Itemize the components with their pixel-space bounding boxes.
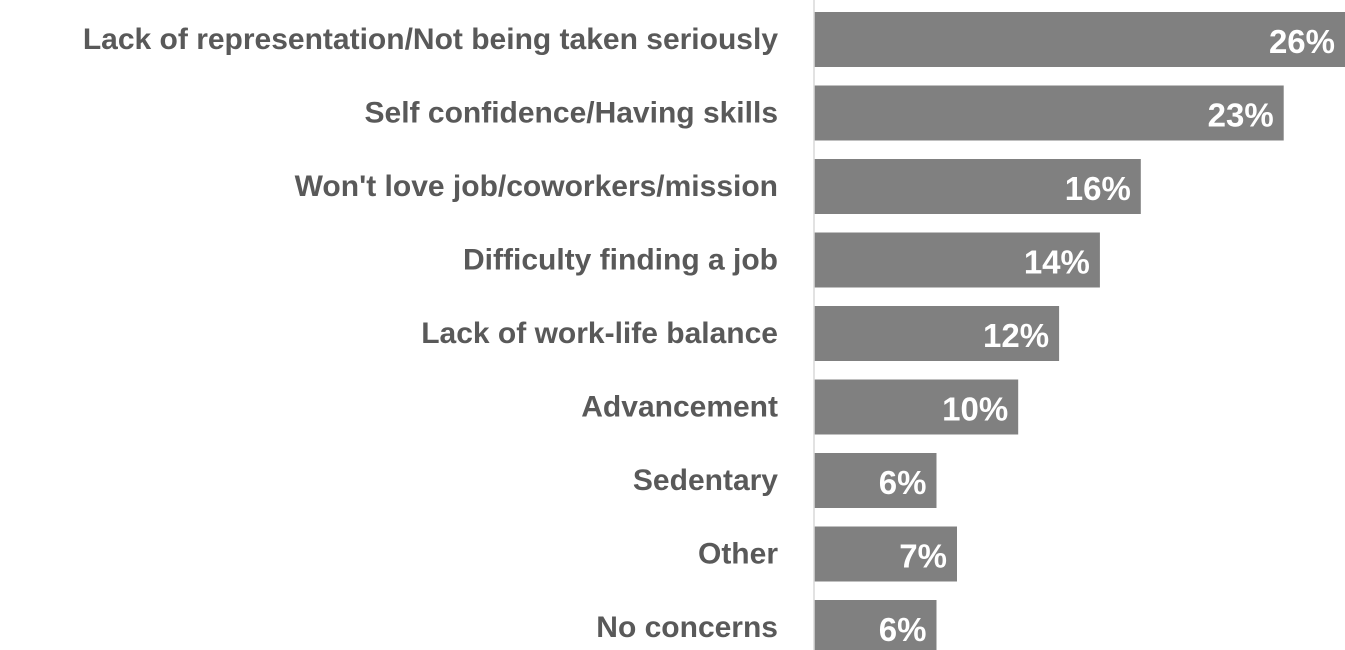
bar: [814, 306, 1060, 361]
bar: [814, 12, 1345, 67]
data-label: 23%: [1208, 97, 1274, 134]
bar: [814, 159, 1141, 214]
category-labels-group: Lack of representation/Not being taken s…: [83, 23, 778, 644]
category-label: Advancement: [581, 391, 778, 424]
category-label: Self confidence/Having skills: [365, 97, 778, 130]
data-label: 6%: [879, 464, 927, 501]
data-labels-group: 26% 23% 16% 14% 12% 10% 6% 7% 6%: [879, 23, 1335, 648]
category-label: Other: [698, 538, 778, 571]
data-label: 14%: [1024, 244, 1090, 281]
category-label: Sedentary: [633, 464, 778, 497]
bar: [814, 453, 937, 508]
data-label: 6%: [879, 611, 927, 648]
data-label: 26%: [1269, 23, 1335, 60]
bar: [814, 85, 1284, 141]
category-label: Difficulty finding a job: [463, 244, 778, 277]
category-label: Lack of representation/Not being taken s…: [83, 23, 778, 56]
data-label: 12%: [983, 317, 1049, 354]
category-label: Won't love job/coworkers/mission: [295, 170, 778, 203]
bar: [814, 526, 957, 582]
data-label: 7%: [899, 538, 947, 575]
data-label: 16%: [1065, 170, 1131, 207]
bar: [814, 379, 1019, 435]
category-label: No concerns: [596, 611, 778, 644]
category-label: Lack of work-life balance: [421, 317, 778, 350]
data-label: 10%: [942, 391, 1008, 428]
bars-group: [814, 12, 1345, 650]
bar: [814, 232, 1100, 288]
bar: [814, 600, 937, 650]
